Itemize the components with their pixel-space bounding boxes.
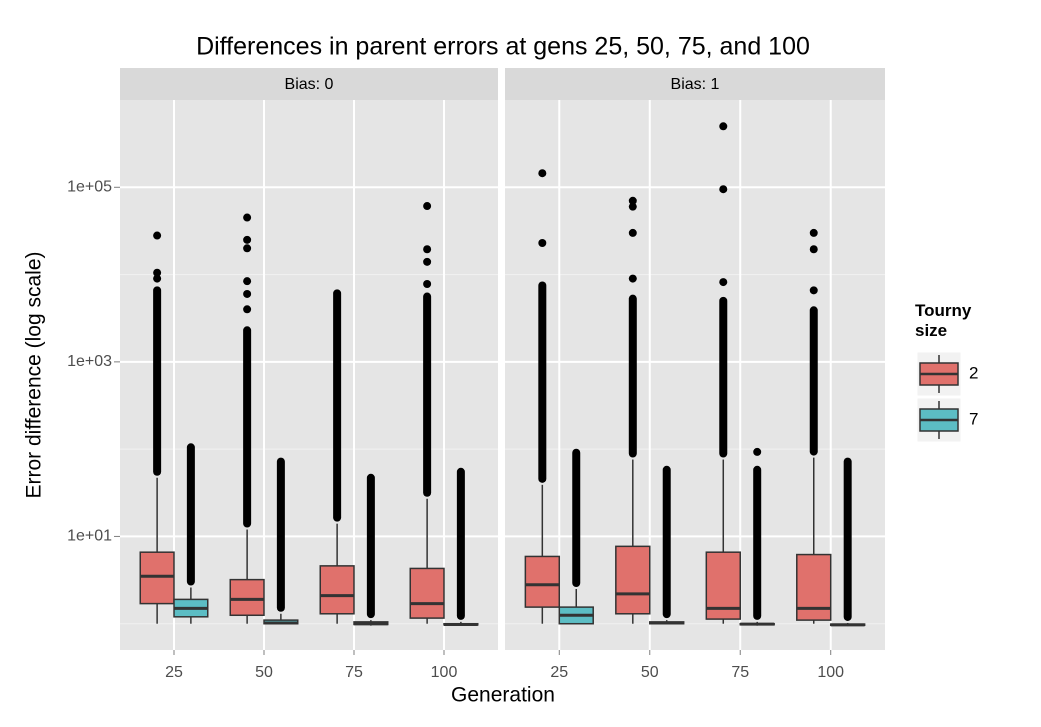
outlier-cluster xyxy=(276,457,285,612)
outlier-cluster xyxy=(572,448,581,587)
outlier xyxy=(423,245,432,254)
chart-title: Differences in parent errors at gens 25,… xyxy=(196,33,810,61)
outlier xyxy=(423,279,432,288)
outlier xyxy=(243,235,252,244)
boxplot xyxy=(649,465,685,625)
outlier-cluster xyxy=(662,465,671,619)
outlier xyxy=(153,274,162,283)
strip-background xyxy=(505,68,885,100)
boxplot xyxy=(739,447,775,626)
panel-background xyxy=(120,100,498,650)
legend-title: Tourny size xyxy=(915,301,972,340)
strip-label: Bias: 1 xyxy=(671,76,720,93)
outlier xyxy=(243,289,252,298)
x-axis-title: Generation xyxy=(451,684,555,707)
y-tick-label: 1e+03 xyxy=(67,353,112,370)
boxplot xyxy=(615,196,651,624)
outlier xyxy=(243,305,252,314)
boxplot xyxy=(173,443,209,624)
outlier-cluster xyxy=(456,467,465,620)
box xyxy=(229,578,265,617)
outlier xyxy=(628,274,637,283)
y-tick-label: 1e+05 xyxy=(67,179,112,196)
outlier-cluster xyxy=(628,294,637,458)
outlier xyxy=(153,268,162,277)
boxplot xyxy=(263,457,299,625)
outlier xyxy=(243,244,252,253)
box xyxy=(319,565,355,615)
box xyxy=(409,567,445,619)
box xyxy=(796,553,832,621)
boxplot xyxy=(229,213,265,624)
boxplot xyxy=(353,473,389,626)
outlier-cluster xyxy=(753,465,762,620)
outlier xyxy=(719,278,728,287)
outlier xyxy=(538,239,547,248)
legend-label: 2 xyxy=(969,363,978,382)
x-tick-label: 75 xyxy=(731,664,749,681)
x-tick-label: 75 xyxy=(345,664,363,681)
outlier xyxy=(243,213,252,222)
x-tick-label: 100 xyxy=(817,664,844,681)
boxplot xyxy=(524,169,561,624)
x-tick-label: 25 xyxy=(165,664,183,681)
outlier-cluster xyxy=(809,306,818,456)
outlier xyxy=(719,122,728,131)
y-axis-title: Error difference (log scale) xyxy=(23,251,46,498)
box xyxy=(524,555,561,608)
outlier xyxy=(809,228,818,237)
outlier-cluster xyxy=(153,286,162,476)
outlier-cluster xyxy=(333,289,342,522)
outlier xyxy=(243,277,252,286)
strip-background xyxy=(120,68,498,100)
outlier-cluster xyxy=(423,292,432,497)
y-tick-label: 1e+01 xyxy=(67,528,112,545)
boxplot xyxy=(705,122,741,624)
strip-label: Bias: 0 xyxy=(285,76,334,93)
outlier-cluster xyxy=(243,326,252,528)
legend-label: 7 xyxy=(969,409,978,428)
outlier xyxy=(809,286,818,295)
outlier-cluster xyxy=(538,281,547,483)
outlier-cluster xyxy=(719,296,728,458)
outlier xyxy=(423,257,432,266)
outlier xyxy=(538,169,547,178)
outlier xyxy=(719,185,728,194)
x-tick-label: 50 xyxy=(255,664,273,681)
boxplot xyxy=(796,228,832,624)
outlier-cluster xyxy=(843,457,852,621)
boxplot xyxy=(319,289,355,624)
boxplot xyxy=(829,457,866,627)
x-tick-label: 100 xyxy=(431,664,458,681)
outlier-cluster xyxy=(366,473,375,619)
x-tick-label: 50 xyxy=(641,664,659,681)
outlier xyxy=(753,447,762,456)
outlier xyxy=(628,196,637,205)
outlier xyxy=(809,245,818,254)
boxplot xyxy=(558,448,594,625)
outlier xyxy=(153,231,162,240)
boxplot xyxy=(443,467,479,626)
boxplot xyxy=(409,202,445,624)
box xyxy=(139,551,175,605)
outlier xyxy=(423,202,432,211)
boxplot xyxy=(139,231,175,624)
outlier xyxy=(628,228,637,237)
outlier xyxy=(628,202,637,211)
outlier-cluster xyxy=(186,443,195,586)
box xyxy=(615,545,651,615)
x-tick-label: 25 xyxy=(550,664,568,681)
